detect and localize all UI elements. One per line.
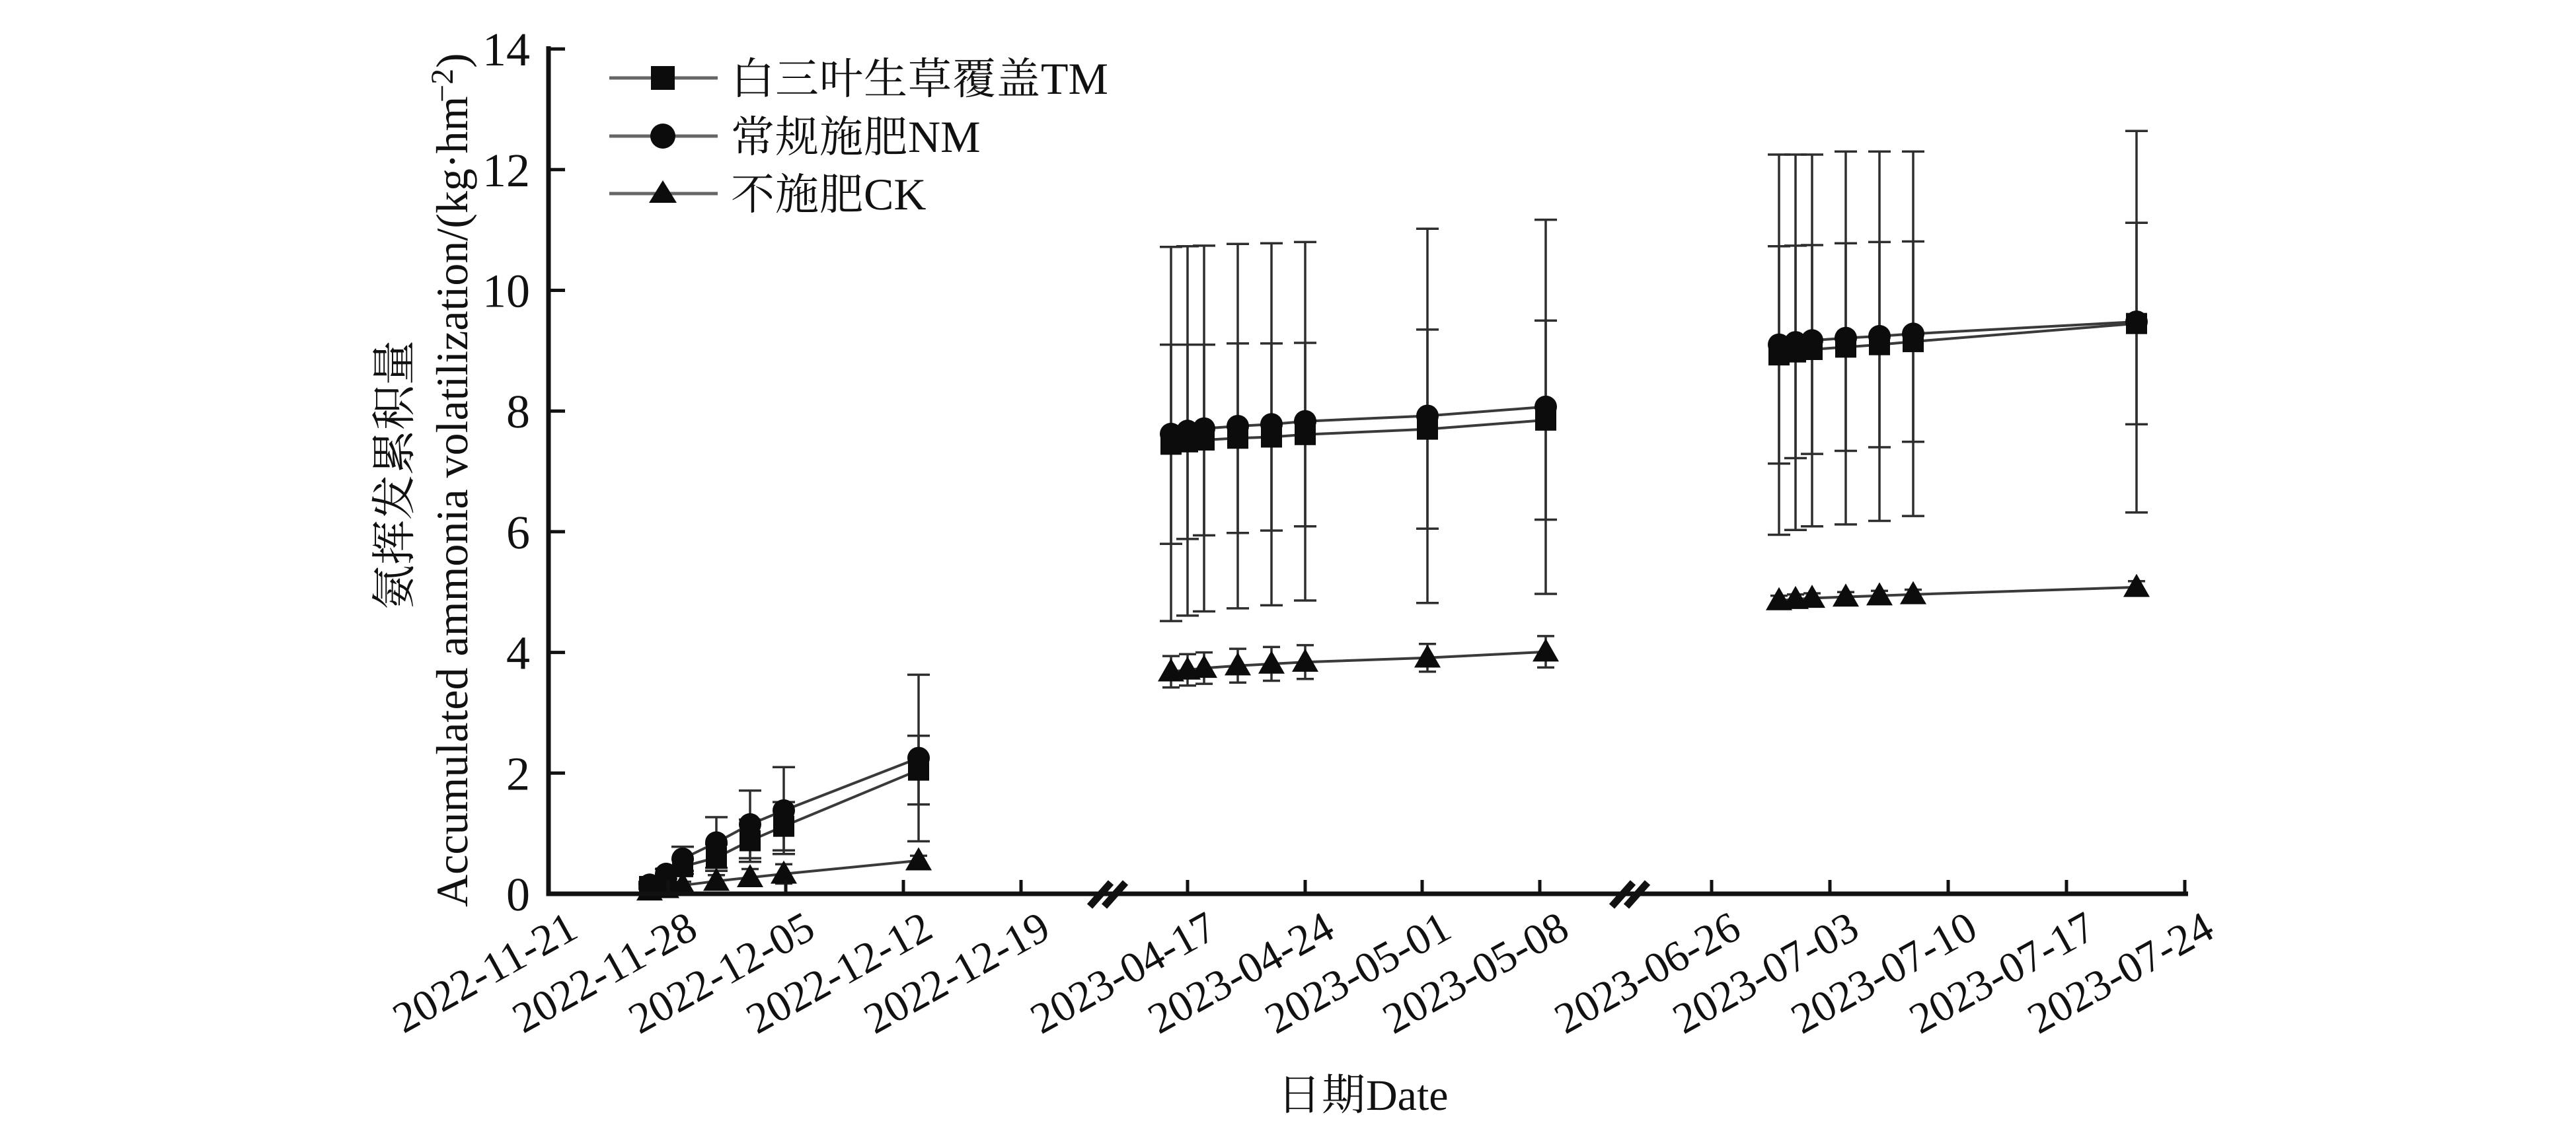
svg-text:−2: −2 [425, 69, 460, 102]
svg-text:2: 2 [506, 747, 530, 800]
svg-text:CK: CK [864, 169, 926, 219]
svg-text:12: 12 [482, 144, 530, 197]
svg-text:14: 14 [482, 23, 530, 76]
svg-text:TM: TM [1041, 54, 1108, 104]
svg-text:Date: Date [1366, 1072, 1449, 1120]
svg-text:6: 6 [506, 506, 530, 559]
svg-text:8: 8 [506, 385, 530, 438]
svg-text:NM: NM [908, 112, 981, 162]
svg-text:10: 10 [482, 265, 530, 318]
svg-text:Accumulated ammonia volatiliza: Accumulated ammonia volatilization/(kg·h… [427, 96, 477, 907]
svg-text:4: 4 [506, 627, 530, 680]
svg-text:): ) [427, 53, 477, 68]
svg-text:0: 0 [506, 868, 530, 921]
